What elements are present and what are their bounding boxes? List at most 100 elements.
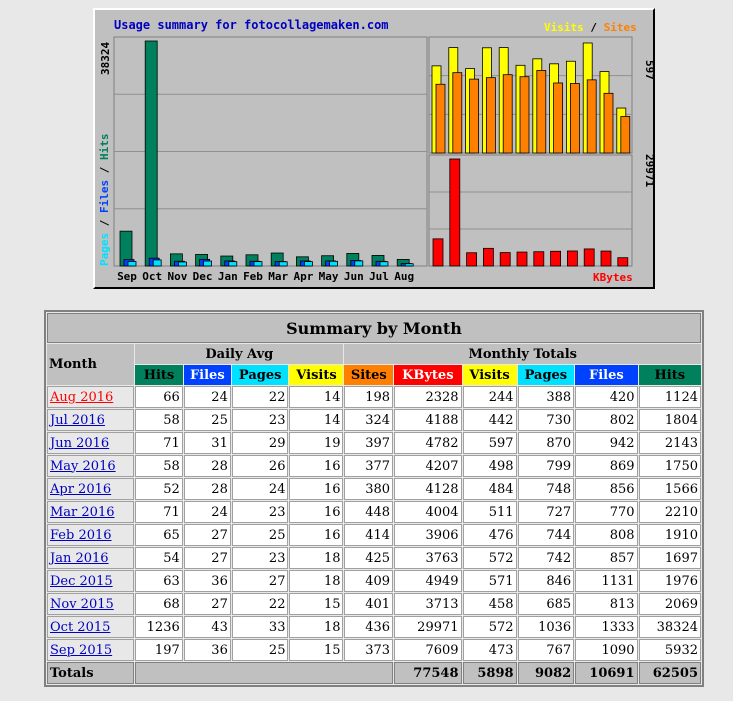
month-link[interactable]: Mar 2016	[50, 504, 115, 520]
table-row: May 2016 58 28 26 16 377 4207 498 799 869 1750	[47, 455, 701, 477]
month-link[interactable]: Sep 2015	[50, 642, 113, 658]
table-cell: 18	[289, 616, 344, 638]
bar-pages	[178, 261, 187, 267]
svg-text:29971: 29971	[643, 154, 653, 187]
svg-text:597: 597	[643, 60, 653, 80]
month-cell: Apr 2016	[47, 478, 135, 500]
month-link[interactable]: Jul 2016	[50, 412, 105, 428]
table-cell: 5932	[638, 639, 701, 661]
table-cell: 23	[231, 501, 289, 523]
table-cell: 799	[517, 455, 575, 477]
table-row: Sep 2015 197 36 25 15 373 7609 473 767 1090 5932	[47, 639, 701, 661]
bar-sites	[569, 83, 580, 154]
table-cell: 1090	[575, 639, 638, 661]
table-cell: 4949	[394, 570, 462, 592]
bar-pages	[329, 260, 339, 267]
table-row: Jul 2016 58 25 23 14 324 4188 442 730 802 1804	[47, 409, 701, 431]
table-cell: 33	[231, 616, 289, 638]
month-link[interactable]: Apr 2016	[50, 481, 112, 497]
table-cell: 388	[517, 386, 575, 408]
kbytes-plot-area	[428, 154, 633, 267]
table-cell: 1976	[638, 570, 701, 592]
bar-sites	[586, 79, 597, 154]
bar-hits	[144, 40, 158, 267]
table-cell: 63	[135, 570, 183, 592]
monthly-sites-header: Sites	[344, 365, 394, 385]
monthly-kbytes-header: KBytes	[394, 365, 462, 385]
table-cell: 29	[231, 432, 289, 454]
bar-kbytes	[600, 250, 612, 267]
table-cell: 4004	[394, 501, 462, 523]
x-tick-label: Oct	[142, 270, 162, 283]
bar-pages	[404, 263, 414, 267]
table-cell: 71	[135, 432, 183, 454]
summary-table: Summary by Month Month Daily Avg Monthly…	[44, 310, 704, 687]
table-cell: 420	[575, 386, 638, 408]
table-row: Aug 2016 66 24 22 14 198 2328 244 388 420 1124	[47, 386, 701, 408]
table-cell: 2210	[638, 501, 701, 523]
bar-pages	[303, 261, 313, 267]
month-link[interactable]: Jan 2016	[50, 550, 109, 566]
bar-sites	[553, 82, 564, 154]
month-cell: Jun 2016	[47, 432, 135, 454]
bar-kbytes	[432, 238, 444, 267]
monthly-visits-header: Visits	[462, 365, 517, 385]
table-cell: 66	[135, 386, 183, 408]
month-link[interactable]: May 2016	[50, 458, 116, 474]
table-cell: 808	[575, 524, 638, 546]
table-cell: 1131	[575, 570, 638, 592]
table-cell: 28	[183, 478, 231, 500]
x-tick-label: Feb	[243, 270, 263, 283]
table-cell: 458	[462, 593, 517, 615]
x-tick-label: Jan	[218, 270, 238, 283]
month-link[interactable]: Nov 2015	[50, 596, 114, 612]
table-cell: 511	[462, 501, 517, 523]
daily-hits-header: Hits	[135, 365, 183, 385]
table-cell: 597	[462, 432, 517, 454]
bar-sites	[603, 92, 614, 154]
x-tick-label: May	[319, 270, 339, 283]
month-cell: Jul 2016	[47, 409, 135, 431]
month-cell: Mar 2016	[47, 501, 135, 523]
bar-kbytes	[533, 251, 545, 267]
table-cell: 448	[344, 501, 394, 523]
table-cell: 58	[135, 455, 183, 477]
table-cell: 4188	[394, 409, 462, 431]
table-cell: 16	[289, 455, 344, 477]
table-cell: 16	[289, 478, 344, 500]
bar-sites	[519, 76, 530, 154]
table-cell: 198	[344, 386, 394, 408]
month-link[interactable]: Dec 2015	[50, 573, 113, 589]
table-cell: 58	[135, 409, 183, 431]
month-link[interactable]: Aug 2016	[50, 389, 114, 405]
table-cell: 1750	[638, 455, 701, 477]
month-cell: Aug 2016	[47, 386, 135, 408]
table-cell: 476	[462, 524, 517, 546]
table-cell: 1910	[638, 524, 701, 546]
table-cell: 38324	[638, 616, 701, 638]
svg-text:38324: 38324	[99, 42, 112, 75]
month-cell: Jan 2016	[47, 547, 135, 569]
table-cell: 244	[462, 386, 517, 408]
visits-sites-legend: Visits / Sites	[544, 21, 637, 34]
totals-label: Totals	[47, 662, 135, 684]
table-cell: 36	[183, 639, 231, 661]
month-link[interactable]: Feb 2016	[50, 527, 112, 543]
daily-files-header: Files	[183, 365, 231, 385]
table-cell: 54	[135, 547, 183, 569]
totals-hits: 62505	[638, 662, 701, 684]
table-row: Apr 2016 52 28 24 16 380 4128 484 748 856 1566	[47, 478, 701, 500]
month-link[interactable]: Oct 2015	[50, 619, 111, 635]
usage-chart: Usage summary for fotocollagemaken.com P…	[93, 8, 655, 289]
table-cell: 26	[231, 455, 289, 477]
table-cell: 27	[231, 570, 289, 592]
table-cell: 27	[183, 524, 231, 546]
month-link[interactable]: Jun 2016	[50, 435, 110, 451]
table-cell: 744	[517, 524, 575, 546]
table-cell: 1804	[638, 409, 701, 431]
legend-sep: /	[584, 21, 604, 34]
table-cell: 1036	[517, 616, 575, 638]
table-row: Dec 2015 63 36 27 18 409 4949 571 846 1131 1976	[47, 570, 701, 592]
table-cell: 730	[517, 409, 575, 431]
table-cell: 397	[344, 432, 394, 454]
